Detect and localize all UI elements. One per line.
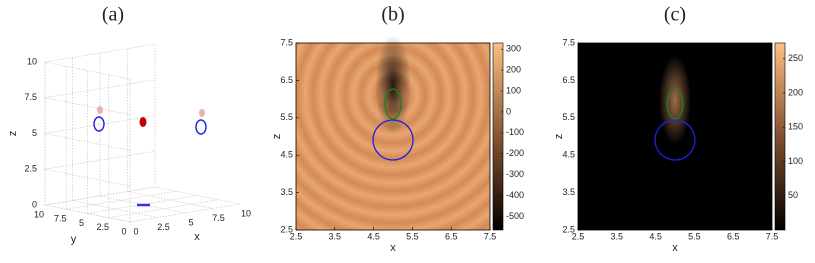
colorbar-tick-label: 50 [788, 190, 798, 200]
y-tick-label: 3.5 [280, 187, 293, 197]
pink-blob [97, 106, 103, 114]
y-tick-label: 7.5 [280, 37, 293, 47]
z-tick-label: 7.5 [24, 92, 37, 102]
heatmap-dark-core [375, 35, 411, 135]
y-tick-label: 3.5 [562, 187, 575, 197]
y-tick-label: 5.5 [562, 112, 575, 122]
colorbar-tick-label: 200 [506, 65, 521, 75]
grid-line [129, 203, 241, 223]
grid-line [44, 61, 131, 80]
x-axis-label: x [390, 242, 396, 254]
x-tick-label: 10 [241, 208, 251, 218]
y-tick-label: 4.5 [280, 150, 293, 160]
x-tick-label: 5.5 [688, 231, 701, 241]
grid-line [87, 195, 198, 214]
red-dot [139, 117, 147, 127]
x-tick-label: 5.5 [406, 231, 419, 241]
z-tick-label: 2.5 [24, 164, 37, 174]
x-tick-label: 0 [133, 226, 138, 236]
y-axis-label: z [271, 134, 283, 140]
grid-line [44, 150, 156, 170]
x-tick-label: 2.5 [157, 222, 170, 232]
z-tick-label: 10 [27, 56, 37, 66]
y-tick-label: 7.5 [562, 37, 575, 47]
blue-circle [372, 119, 414, 161]
grid-line [44, 115, 156, 134]
grid-line [44, 133, 131, 151]
y-tick-label: 5.5 [280, 112, 293, 122]
y-axis-label: y [71, 233, 77, 245]
z-axis-label: z [7, 131, 19, 137]
colorbar [492, 42, 504, 231]
x-tick-label: 7.5 [766, 231, 779, 241]
x-tick-label: 2.5 [572, 231, 585, 241]
y-tick-label: 4.5 [562, 150, 575, 160]
y-tick-label: 2.5 [96, 222, 109, 232]
heatmap-glow [659, 55, 691, 145]
y-tick-label: 6.5 [280, 75, 293, 85]
y-tick-label: 0 [121, 226, 126, 236]
x-tick-label: 5 [188, 217, 193, 227]
blue-circle [654, 119, 696, 161]
z-tick-label: 5 [32, 128, 37, 138]
y-tick-label: 10 [34, 209, 44, 219]
colorbar-tick-label: 150 [788, 122, 803, 132]
grid-line [44, 186, 156, 206]
panel-title: (a) [102, 4, 124, 26]
y-tick-label: 7.5 [54, 214, 67, 224]
plot-frame [577, 42, 773, 231]
colorbar-tick-label: 250 [788, 53, 803, 63]
y-tick-label: 2.5 [280, 224, 293, 234]
blue-ring [93, 116, 105, 132]
grid-line [44, 168, 131, 187]
x-tick-label: 4.5 [649, 231, 662, 241]
grid-line [44, 97, 131, 116]
y-tick-label: 5 [79, 218, 84, 228]
colorbar-tick-label: 100 [506, 85, 521, 95]
green-ellipse [666, 88, 684, 120]
x-tick-label: 6.5 [445, 231, 458, 241]
panel-title: (b) [381, 4, 404, 26]
colorbar [774, 42, 786, 231]
x-tick-label: 4.5 [367, 231, 380, 241]
x-axis-label: x [672, 242, 678, 254]
plot-frame [295, 42, 491, 231]
x-axis-label: x [194, 231, 200, 243]
colorbar-tick-label: -200 [506, 148, 524, 158]
colorbar-tick-label: 100 [788, 156, 803, 166]
x-tick-label: 3.5 [329, 231, 342, 241]
grid-line [108, 199, 219, 219]
y-tick-label: 6.5 [562, 75, 575, 85]
grid-line [44, 43, 156, 63]
panel-title: (c) [664, 4, 686, 26]
y-tick-label: 2.5 [562, 224, 575, 234]
x-tick-label: 7.5 [484, 231, 497, 241]
pink-blob [199, 109, 205, 117]
colorbar-tick-label: -300 [506, 169, 524, 179]
colorbar-tick-label: -400 [506, 190, 524, 200]
y-axis-label: z [553, 134, 565, 140]
green-ellipse [384, 88, 402, 120]
colorbar-tick-label: -100 [506, 127, 524, 137]
x-tick-label: 2.5 [290, 231, 303, 241]
colorbar-tick-label: 200 [788, 87, 803, 97]
grid-line [66, 190, 177, 210]
grid-line [127, 191, 213, 209]
colorbar-tick-label: -500 [506, 211, 524, 221]
grid-line [44, 79, 156, 99]
colorbar-tick-label: 0 [506, 106, 511, 116]
x-tick-label: 7.5 [212, 213, 225, 223]
colorbar-tick-label: 300 [506, 44, 521, 54]
x-tick-label: 6.5 [727, 231, 740, 241]
z-tick-label: 0 [32, 199, 37, 209]
x-tick-label: 3.5 [611, 231, 624, 241]
blue-ring [195, 119, 207, 135]
